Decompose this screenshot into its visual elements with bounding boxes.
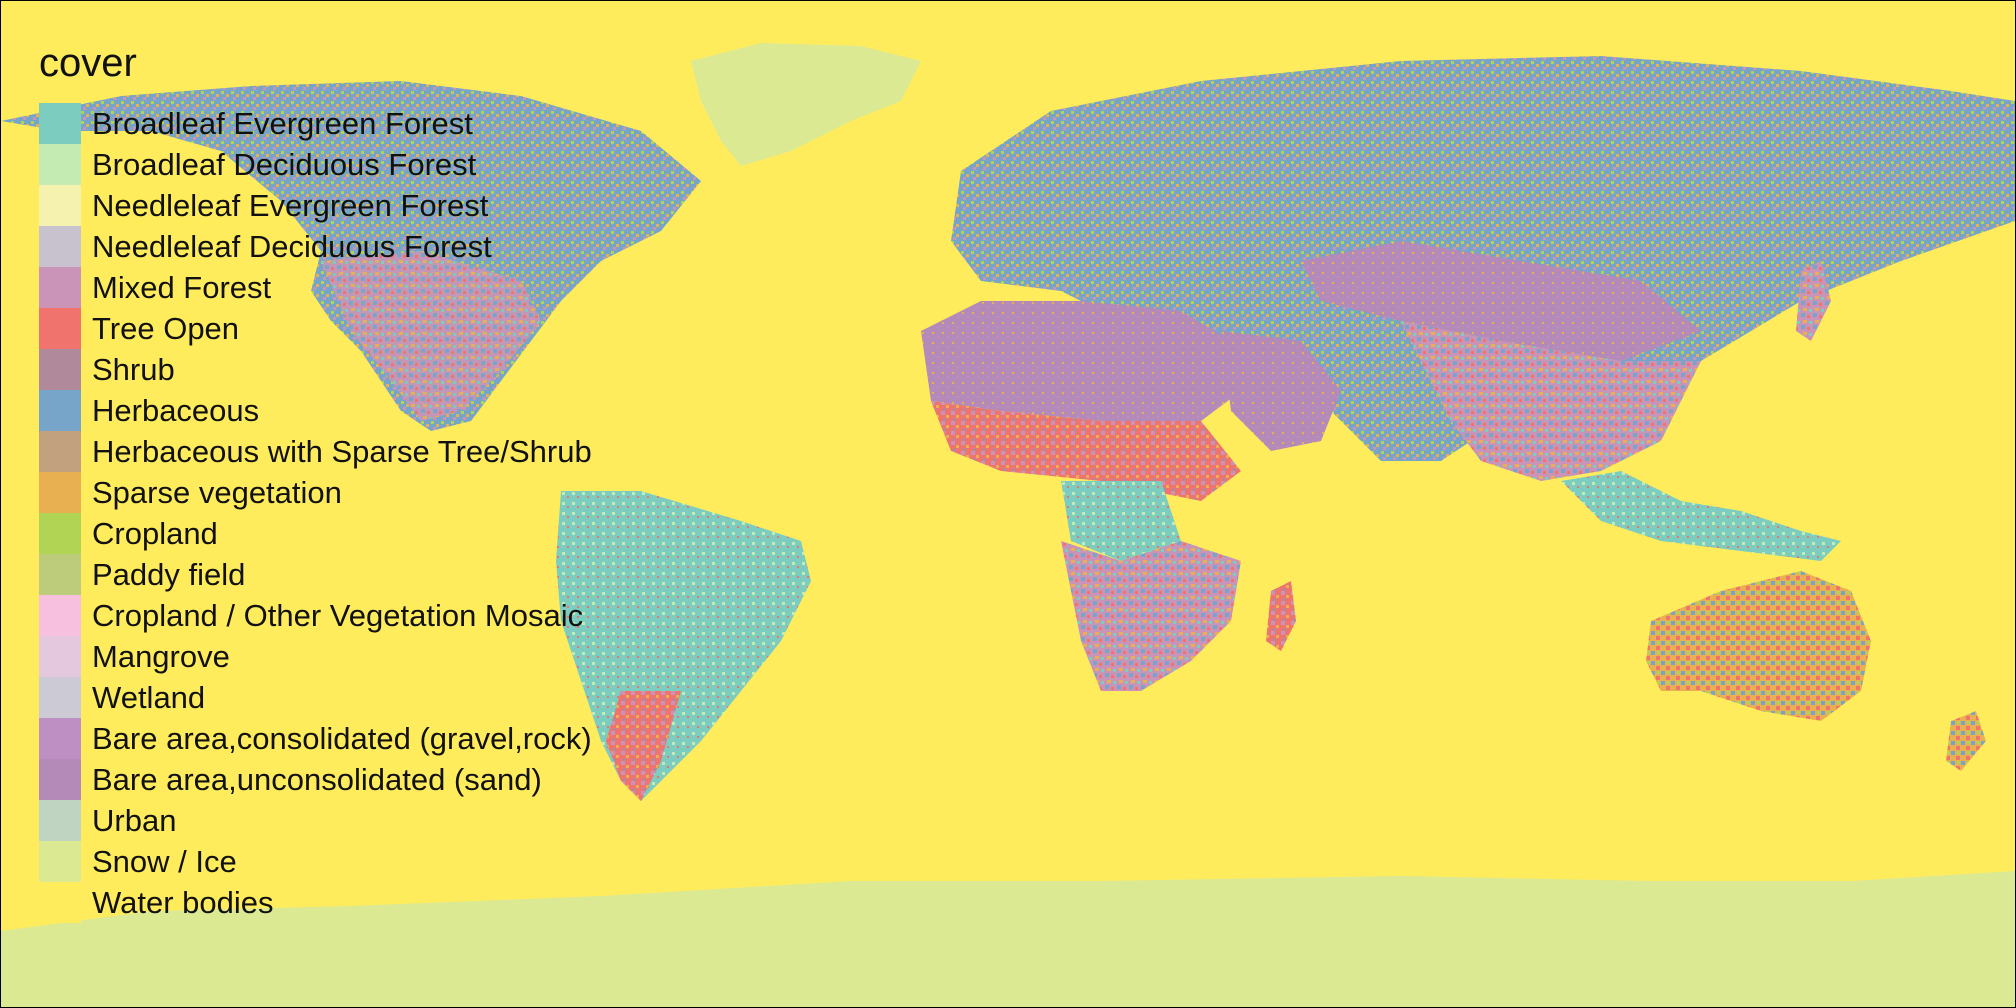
legend-swatch (39, 636, 81, 677)
legend-swatch (39, 554, 81, 595)
asia-deserts (1301, 241, 1701, 361)
africa-sahel (931, 401, 1241, 501)
legend-label: Mangrove (92, 639, 230, 674)
legend-label: Water bodies (92, 885, 274, 920)
legend-swatch (39, 226, 81, 267)
legend-row: Cropland / Other Vegetation Mosaic (39, 595, 592, 636)
legend-row: Needleleaf Deciduous Forest (39, 226, 592, 267)
legend-row: Paddy field (39, 554, 592, 595)
legend-row: Mangrove (39, 636, 592, 677)
legend-row: Water bodies (39, 882, 592, 923)
legend-label: Cropland / Other Vegetation Mosaic (92, 598, 584, 633)
south-america-south-cone (606, 691, 681, 801)
legend-row: Broadleaf Evergreen Forest (39, 103, 592, 144)
map-legend: cover Broadleaf Evergreen Forest Broadlea… (39, 41, 592, 923)
antarctica-snow-ice (1, 871, 2015, 1007)
legend-row: Tree Open (39, 308, 592, 349)
legend-row: Needleleaf Evergreen Forest (39, 185, 592, 226)
legend-row: Bare area,unconsolidated (sand) (39, 759, 592, 800)
legend-swatch (39, 390, 81, 431)
legend-swatch (39, 595, 81, 636)
legend-label: Wetland (92, 680, 206, 715)
legend-label: Tree Open (92, 311, 240, 346)
legend-title: cover (39, 41, 137, 85)
legend-label: Paddy field (92, 557, 246, 592)
north-america-land (1, 81, 701, 431)
legend-swatch (39, 267, 81, 308)
legend-swatch (39, 472, 81, 513)
africa-south (1061, 541, 1241, 691)
legend-swatch (39, 759, 81, 800)
legend-label: Herbaceous (92, 393, 260, 428)
legend-swatch (39, 882, 81, 923)
new-zealand (1946, 711, 1986, 771)
legend-swatch (39, 144, 81, 185)
legend-row: Herbaceous (39, 390, 592, 431)
legend-row: Snow / Ice (39, 841, 592, 882)
legend-label: Herbaceous with Sparse Tree/Shrub (92, 434, 592, 469)
australia-land (1646, 571, 1871, 721)
legend-swatch (39, 718, 81, 759)
legend-label: Needleleaf Deciduous Forest (92, 229, 492, 264)
legend-label: Shrub (92, 352, 175, 387)
south-asia-land (1401, 321, 1701, 481)
legend-swatch (39, 349, 81, 390)
legend-row: Herbaceous with Sparse Tree/Shrub (39, 431, 592, 472)
legend-label: Broadleaf Deciduous Forest (92, 147, 477, 182)
legend-swatch (39, 431, 81, 472)
greenland-snow-ice (691, 43, 921, 166)
north-america-south-region (321, 251, 541, 421)
legend-swatch (39, 513, 81, 554)
legend-swatch (39, 841, 81, 882)
legend-items: Broadleaf Evergreen Forest Broadleaf Deci… (39, 103, 592, 923)
legend-row: Urban (39, 800, 592, 841)
legend-row: Sparse vegetation (39, 472, 592, 513)
legend-label: Sparse vegetation (92, 475, 342, 510)
legend-label: Needleleaf Evergreen Forest (92, 188, 489, 223)
madagascar (1266, 581, 1296, 651)
arabia-desert (1221, 331, 1341, 451)
legend-row: Shrub (39, 349, 592, 390)
legend-swatch (39, 308, 81, 349)
legend-label: Bare area,unconsolidated (sand) (92, 762, 542, 797)
japan (1796, 261, 1831, 341)
africa-central-forest (1061, 481, 1181, 561)
legend-row: Wetland (39, 677, 592, 718)
legend-swatch (39, 800, 81, 841)
legend-row: Broadleaf Deciduous Forest (39, 144, 592, 185)
legend-row: Mixed Forest (39, 267, 592, 308)
legend-label: Cropland (92, 516, 218, 551)
legend-swatch (39, 677, 81, 718)
legend-label: Mixed Forest (92, 270, 272, 305)
legend-label: Snow / Ice (92, 844, 237, 879)
legend-label: Urban (92, 803, 177, 838)
indonesia-islands (1561, 471, 1841, 561)
legend-row: Cropland (39, 513, 592, 554)
legend-swatch (39, 103, 81, 144)
legend-label: Bare area,consolidated (gravel,rock) (92, 721, 592, 756)
africa-sahara (921, 301, 1241, 421)
legend-label: Broadleaf Evergreen Forest (92, 106, 473, 141)
legend-swatch (39, 185, 81, 226)
legend-row: Bare area,consolidated (gravel,rock) (39, 718, 592, 759)
